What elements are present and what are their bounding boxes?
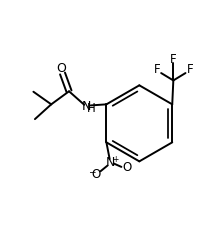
Text: O: O bbox=[57, 62, 66, 75]
Text: H: H bbox=[87, 102, 95, 115]
Text: N: N bbox=[82, 99, 92, 113]
Text: F: F bbox=[170, 53, 177, 66]
Text: N: N bbox=[106, 157, 116, 169]
Text: F: F bbox=[187, 63, 193, 76]
Text: +: + bbox=[112, 155, 118, 164]
Text: O: O bbox=[91, 168, 100, 181]
Text: O: O bbox=[122, 162, 131, 174]
Text: −: − bbox=[88, 168, 96, 177]
Text: F: F bbox=[154, 63, 160, 76]
